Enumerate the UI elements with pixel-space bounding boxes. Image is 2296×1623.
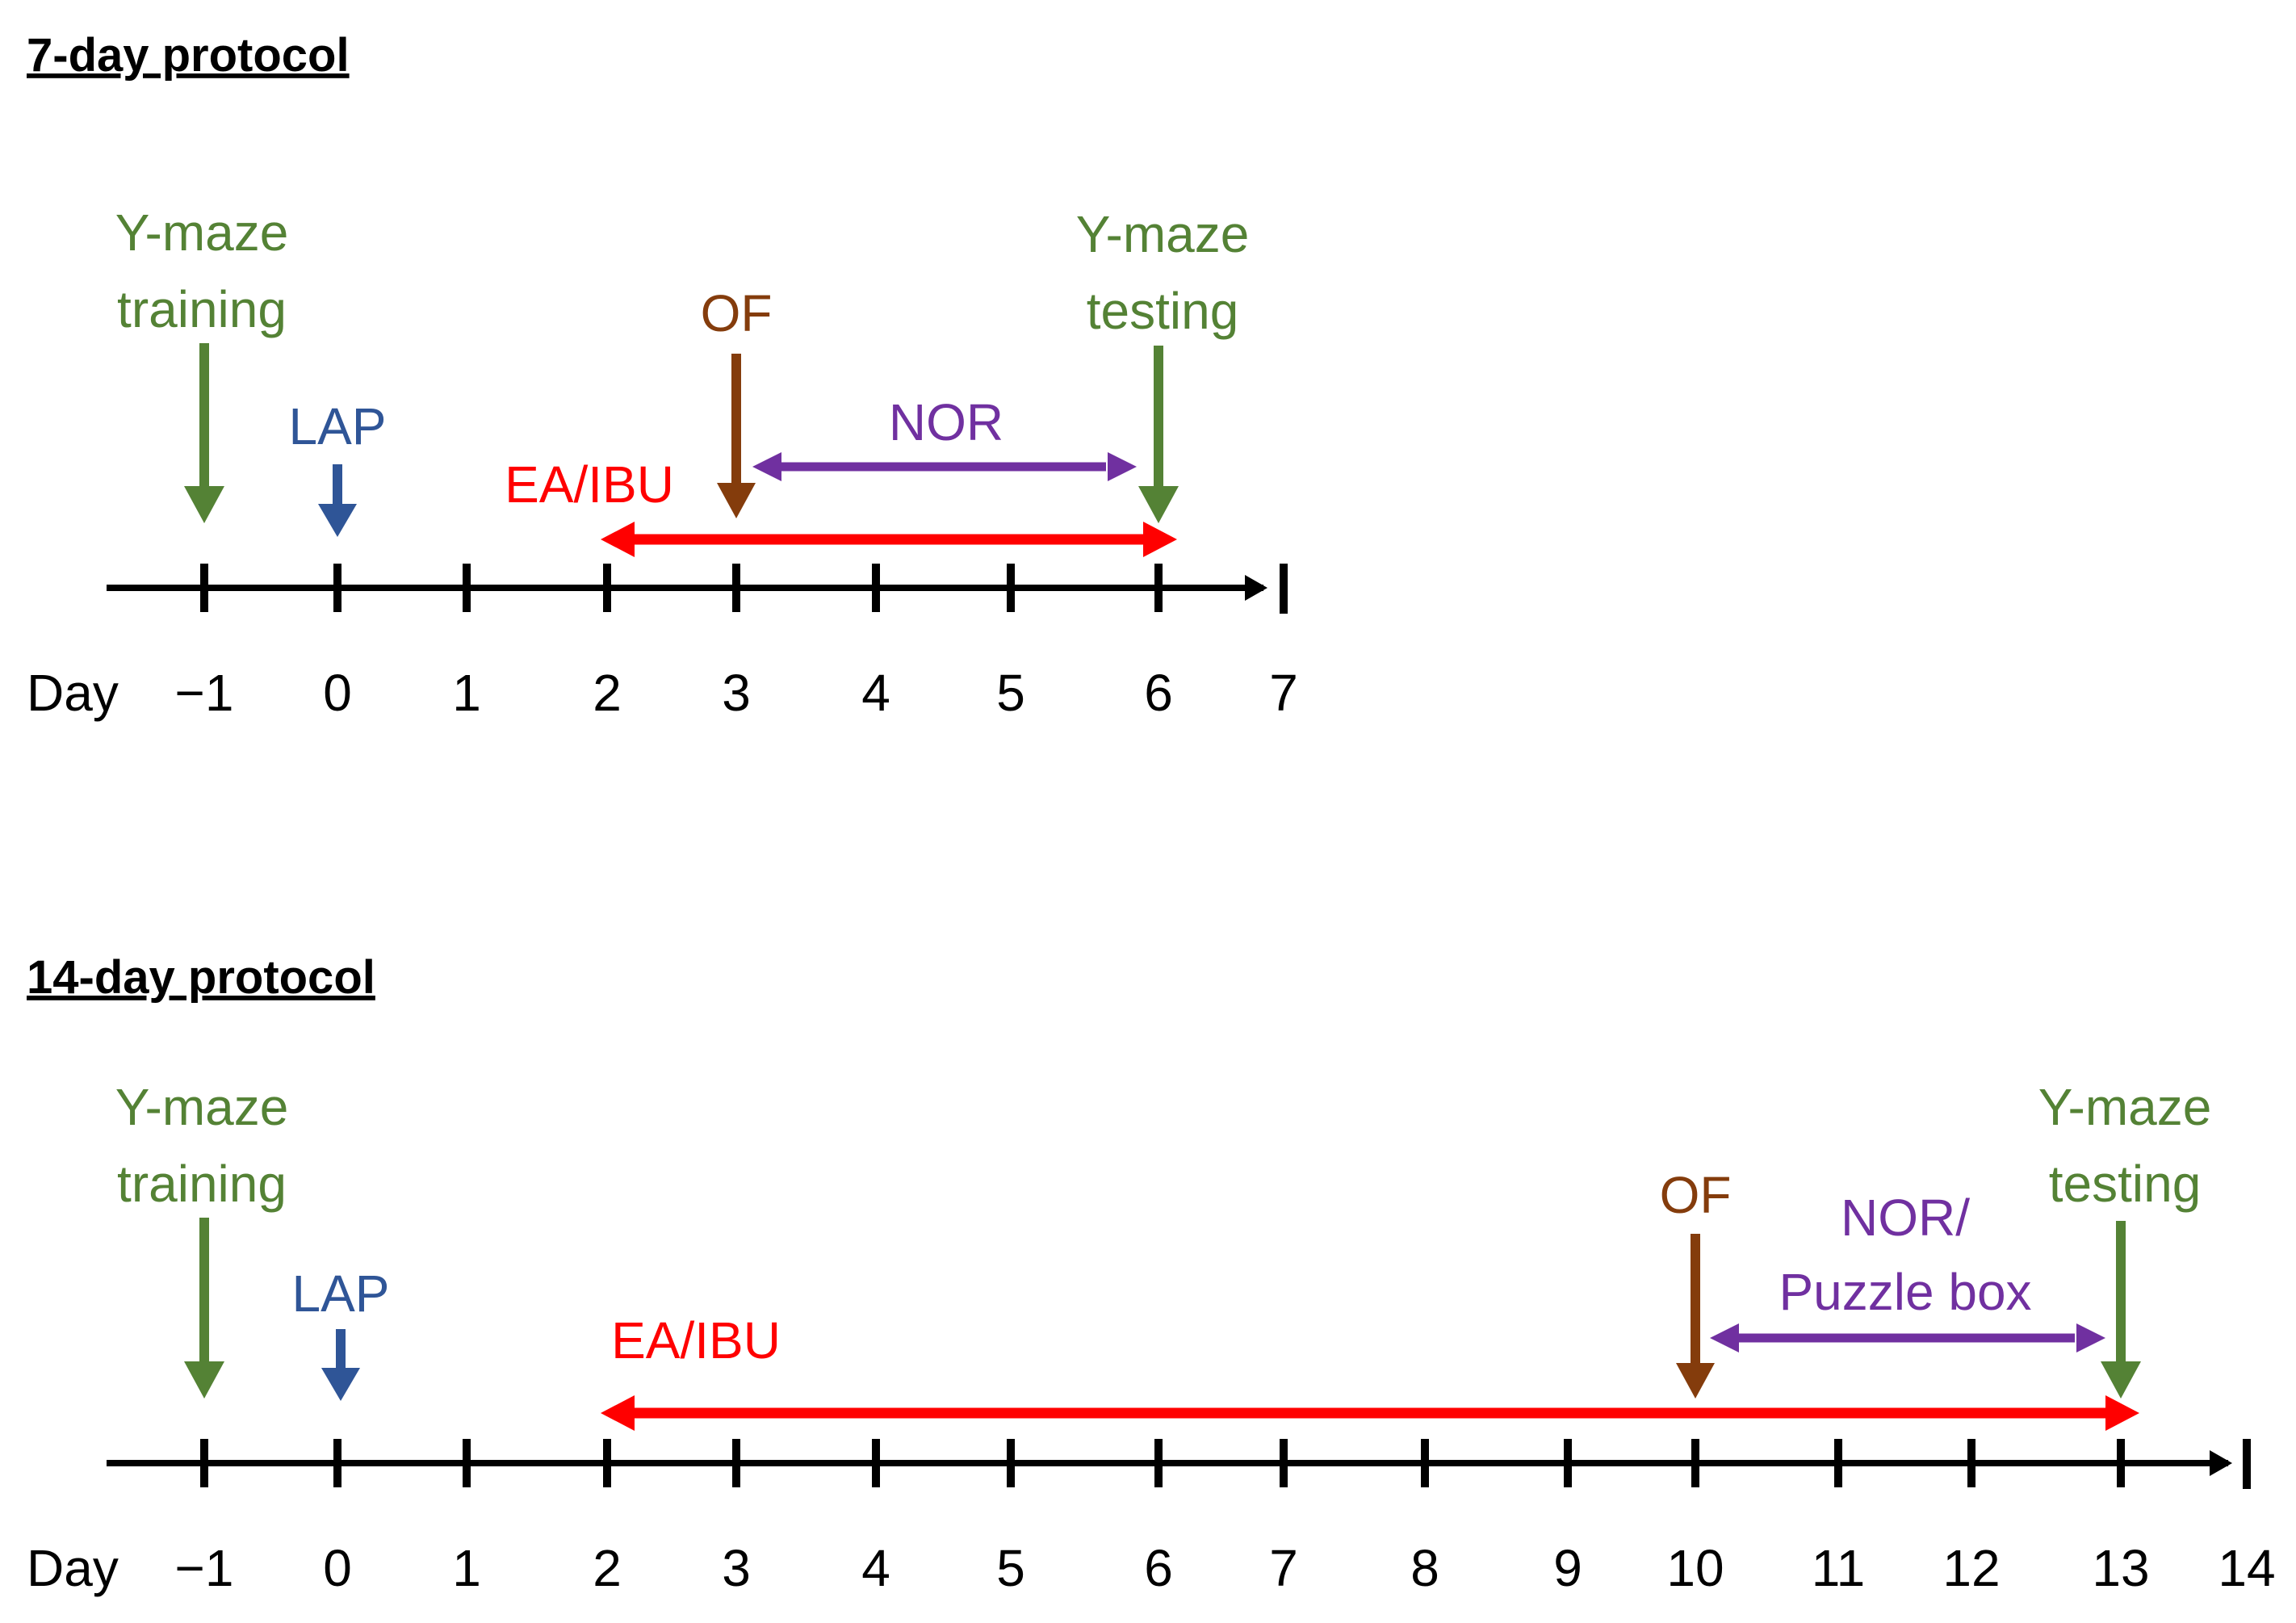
ymaze-testing-arrow [1138, 346, 1179, 523]
protocol-7day: 7-day protocol Day −1 0 1 2 3 4 5 6 7 Y-maze tra… [27, 29, 1298, 722]
ymaze-training-arrow [184, 1218, 224, 1399]
lap-arrow [321, 1329, 360, 1401]
day-label: 1 [452, 1539, 481, 1597]
ymaze-testing-label-line2: testing [2049, 1155, 2202, 1213]
tick-marks [200, 1439, 2125, 1487]
protocol-title: 7-day protocol [27, 29, 350, 82]
ymaze-training-label-line2: training [117, 280, 287, 338]
ymaze-testing-label-line2: testing [1087, 282, 1239, 340]
day-label: 9 [1553, 1539, 1582, 1597]
day-label: 2 [593, 664, 622, 722]
day-label: 3 [722, 1539, 751, 1597]
day-label: 5 [996, 1539, 1025, 1597]
nor-double-arrow [752, 452, 1137, 481]
ymaze-testing-label-line1: Y-maze [2038, 1078, 2212, 1136]
timeline-arrowhead [1245, 575, 1267, 601]
day-label: 8 [1410, 1539, 1439, 1597]
ymaze-testing-label-line1: Y-maze [1076, 205, 1250, 263]
ymaze-testing-arrow [2101, 1221, 2141, 1399]
day-label: 1 [452, 664, 481, 722]
day-label: 13 [2092, 1539, 2149, 1597]
day-label: 5 [996, 664, 1025, 722]
day-label: 14 [2218, 1539, 2275, 1597]
nor-double-arrow [1710, 1323, 2105, 1352]
nor-label-line2: Puzzle box [1779, 1263, 2031, 1321]
nor-label-line1: NOR/ [1841, 1189, 1970, 1247]
protocol-title: 14-day protocol [27, 951, 375, 1004]
ea-ibu-label: EA/IBU [505, 455, 674, 514]
day-label: 7 [1269, 1539, 1298, 1597]
lap-arrow [318, 464, 357, 537]
of-label: OF [701, 284, 773, 342]
day-label: −1 [175, 664, 234, 722]
of-arrow [717, 354, 756, 518]
day-label: 2 [593, 1539, 622, 1597]
day-label: 0 [323, 664, 352, 722]
of-label: OF [1660, 1166, 1732, 1224]
day-label: 4 [861, 664, 890, 722]
timeline-arrowhead [2210, 1450, 2232, 1476]
ea-ibu-label: EA/IBU [611, 1311, 781, 1369]
day-label: 12 [1942, 1539, 2000, 1597]
axis-label-day: Day [27, 664, 119, 722]
day-labels: −1 0 1 2 3 4 5 6 7 8 9 10 11 12 13 14 [175, 1539, 2276, 1597]
ymaze-training-arrow [184, 343, 224, 523]
tick-marks [200, 564, 1163, 612]
nor-label: NOR [889, 393, 1003, 451]
ymaze-training-label-line2: training [117, 1155, 287, 1213]
day-label: 3 [722, 664, 751, 722]
day-label: 7 [1269, 664, 1298, 722]
protocol-14day: 14-day protocol Day −1 0 1 2 3 4 5 6 7 8 9 10 11 12 13… [27, 951, 2276, 1597]
lap-label: LAP [292, 1264, 390, 1323]
axis-label-day: Day [27, 1539, 119, 1597]
day-label: 4 [861, 1539, 890, 1597]
ymaze-training-label-line1: Y-maze [115, 203, 289, 262]
ymaze-training-label-line1: Y-maze [115, 1078, 289, 1136]
day-label: 10 [1666, 1539, 1724, 1597]
day-label: 6 [1144, 664, 1173, 722]
day-label: 0 [323, 1539, 352, 1597]
of-arrow [1676, 1234, 1715, 1399]
ea-ibu-double-arrow [601, 522, 1177, 557]
ea-ibu-double-arrow [601, 1395, 2139, 1431]
day-labels: −1 0 1 2 3 4 5 6 7 [175, 664, 1298, 722]
day-label: 11 [1812, 1539, 1865, 1597]
lap-label: LAP [289, 397, 387, 455]
day-label: 6 [1144, 1539, 1173, 1597]
day-label: −1 [175, 1539, 234, 1597]
